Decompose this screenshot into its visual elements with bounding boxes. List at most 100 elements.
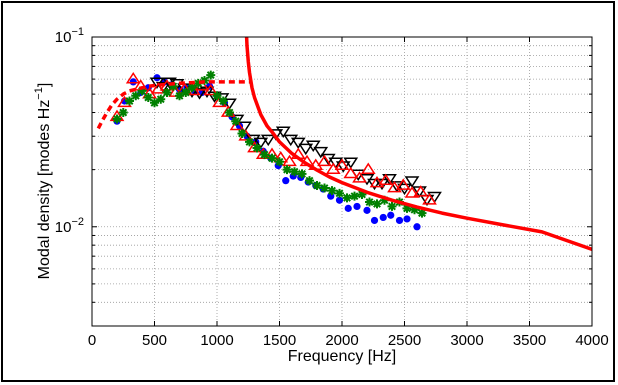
point-triangle-down <box>404 176 420 188</box>
point-triangle-down <box>298 143 314 156</box>
point-asterisk <box>297 169 307 179</box>
point-triangle-up <box>317 154 332 167</box>
point-triangle-down <box>192 88 207 100</box>
point-asterisk <box>327 186 337 196</box>
y-axis-label-end: ] <box>36 83 53 87</box>
x-tick-label: 0 <box>88 332 96 349</box>
point-asterisk <box>156 94 166 104</box>
point-triangle-down <box>290 137 306 149</box>
point-circle <box>395 216 404 225</box>
point-asterisk <box>267 153 277 163</box>
point-asterisk <box>206 70 216 80</box>
point-asterisk <box>275 157 284 167</box>
point-triangle-up <box>229 118 245 131</box>
point-circle <box>387 211 395 219</box>
point-asterisk <box>125 96 134 106</box>
point-circle <box>282 177 290 185</box>
point-triangle-up <box>352 171 367 183</box>
point-asterisk <box>260 150 269 160</box>
point-asterisk <box>357 189 367 199</box>
point-triangle-down <box>382 173 397 186</box>
point-triangle-down <box>305 140 321 152</box>
point-triangle-up <box>360 162 376 174</box>
y-axis-label: Modal density [modes Hz−1] <box>33 83 53 280</box>
point-triangle-up <box>125 72 141 84</box>
point-asterisk <box>162 87 172 97</box>
point-triangle-up <box>378 173 394 186</box>
point-triangle-up <box>343 166 359 179</box>
point-asterisk <box>231 116 241 126</box>
point-asterisk <box>410 205 419 215</box>
point-asterisk <box>118 108 128 118</box>
x-tick-label: 4000 <box>575 332 608 349</box>
point-triangle-up <box>395 178 411 190</box>
point-triangle-down <box>275 126 291 138</box>
point-triangle-down <box>253 137 269 149</box>
data-marks <box>96 37 592 252</box>
point-triangle-up <box>387 180 402 193</box>
point-circle <box>363 206 371 214</box>
point-asterisk <box>150 98 159 108</box>
y-tick-label-base: 10 <box>55 29 72 46</box>
point-triangle-up <box>282 154 297 167</box>
x-tick-label: 3000 <box>450 332 483 349</box>
point-triangle-down <box>260 134 276 147</box>
point-asterisk <box>290 167 299 177</box>
point-triangle-down <box>367 178 382 191</box>
y-tick-label-exp: −2 <box>71 216 84 228</box>
x-tick-label: 500 <box>142 332 167 349</box>
point-triangle-up <box>203 83 219 96</box>
y-tick-label: 10−1 <box>55 26 84 46</box>
point-asterisk <box>175 91 184 101</box>
grid <box>92 37 592 327</box>
point-asterisk <box>305 176 314 186</box>
x-tick-label: 1000 <box>200 332 233 349</box>
point-asterisk <box>252 143 262 153</box>
point-asterisk <box>237 129 247 139</box>
point-asterisk <box>225 108 234 118</box>
point-circle <box>379 213 387 222</box>
point-asterisk <box>402 203 412 213</box>
plot-box <box>91 36 593 327</box>
x-tick-label: 3500 <box>513 332 546 349</box>
point-triangle-down <box>412 186 427 198</box>
point-asterisk <box>335 188 344 198</box>
point-asterisk <box>218 96 228 106</box>
point-circle <box>335 196 344 204</box>
point-circle <box>129 78 137 86</box>
point-circle <box>370 216 379 225</box>
y-tick-label-exp: −1 <box>71 26 84 38</box>
point-triangle-up <box>334 158 350 170</box>
point-circle <box>327 192 335 200</box>
point-triangle-up <box>404 186 420 198</box>
x-axis-label: Frequency [Hz] <box>288 348 396 365</box>
point-asterisk <box>181 87 191 97</box>
point-asterisk <box>245 137 254 147</box>
point-circle <box>353 202 361 211</box>
point-circle <box>403 215 411 223</box>
y-tick-label: 10−2 <box>55 216 84 236</box>
point-triangle-up <box>369 175 385 188</box>
point-asterisk <box>168 81 178 91</box>
x-tick-labels: 0 500 1000 1500 2000 2500 3000 3500 4000 <box>88 332 609 349</box>
theory-curve-low <box>96 80 252 130</box>
point-asterisk <box>212 91 222 101</box>
point-asterisk <box>380 195 389 205</box>
point-asterisk <box>365 197 374 207</box>
point-asterisk <box>112 114 122 124</box>
point-asterisk <box>350 191 359 201</box>
point-triangle-down <box>313 146 329 159</box>
point-asterisk <box>387 201 397 211</box>
point-asterisk <box>187 83 197 93</box>
y-axis-label-sup: −1 <box>33 87 45 100</box>
point-asterisk <box>320 183 329 193</box>
point-asterisk <box>193 78 203 88</box>
y-axis-label-main: Modal density [modes Hz <box>36 100 53 280</box>
x-tick-label: 1500 <box>263 332 296 349</box>
point-asterisk <box>417 208 427 218</box>
y-tick-labels: 10−210−1 <box>55 26 84 236</box>
x-tick-label: 2000 <box>325 332 358 349</box>
point-asterisk <box>372 199 382 209</box>
theory-curve-high <box>244 37 592 252</box>
point-triangle-up <box>413 185 429 197</box>
